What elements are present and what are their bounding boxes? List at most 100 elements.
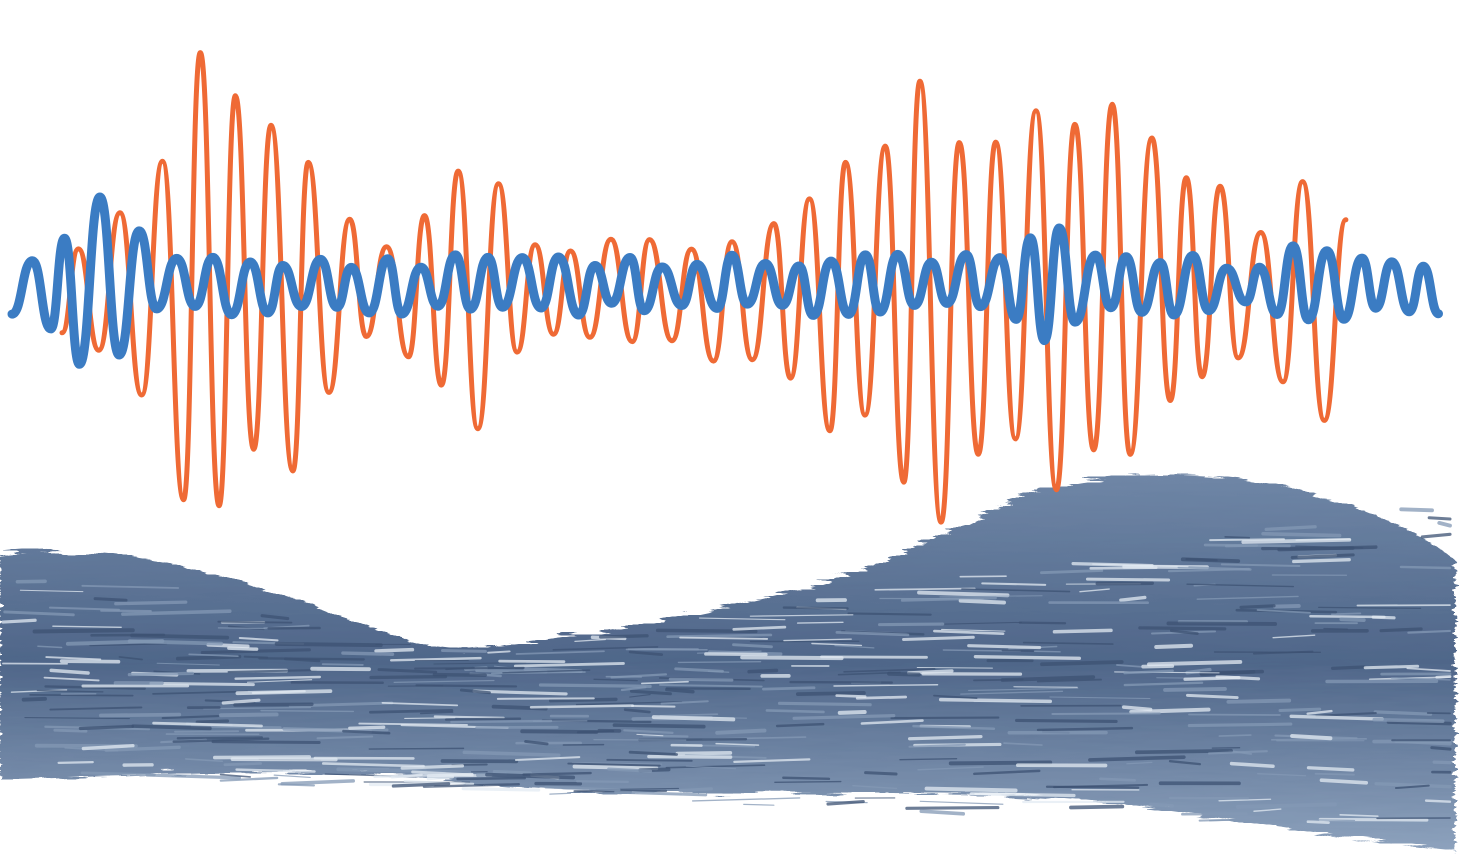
sea-streak xyxy=(1434,762,1450,763)
sea-streak xyxy=(1429,518,1450,519)
sea-streak xyxy=(798,622,843,623)
sea-streak xyxy=(649,757,731,758)
sea-streak xyxy=(1168,623,1275,624)
sea-streak xyxy=(443,651,486,652)
sea-streak xyxy=(82,773,154,775)
sea-streak xyxy=(488,651,510,652)
sea-streak xyxy=(417,685,516,686)
sea-streak xyxy=(1401,509,1432,510)
sea-streak xyxy=(1275,606,1299,607)
page: Waves illustration {} html, body { margi… xyxy=(0,0,1464,863)
sea-streak xyxy=(237,691,330,693)
sea-streak xyxy=(1091,568,1157,569)
sea-streak xyxy=(323,664,363,665)
sea-streak xyxy=(1002,650,1034,651)
sea-streak xyxy=(1279,547,1376,549)
sea-streak xyxy=(742,657,841,658)
sea-streak xyxy=(101,715,179,716)
sea-streak xyxy=(80,726,132,728)
sea-streak xyxy=(218,628,264,629)
sea-streak xyxy=(1226,545,1257,546)
sea-streak xyxy=(780,703,871,704)
sea-streak xyxy=(577,781,628,782)
sea-streak xyxy=(277,644,381,645)
sea-streak xyxy=(1333,667,1365,668)
sea-streak xyxy=(1124,707,1151,709)
sea-streak xyxy=(891,718,998,719)
sea-streak xyxy=(658,630,756,631)
sea-streak xyxy=(1143,666,1172,667)
sea-streak xyxy=(1156,646,1191,647)
sea-streak xyxy=(1151,804,1172,806)
sea-streak xyxy=(1225,537,1249,538)
sea-streak xyxy=(1189,724,1290,725)
sea-streak xyxy=(95,599,126,601)
sea-streak xyxy=(1332,613,1361,614)
sea-streak xyxy=(62,661,119,662)
sea-streak xyxy=(235,704,312,705)
sea-streak xyxy=(1439,523,1450,526)
sea-streak xyxy=(1263,534,1340,536)
sea-streak xyxy=(837,696,865,697)
sea-streak xyxy=(632,706,675,707)
sea-streak xyxy=(1052,713,1159,714)
sea-streak xyxy=(116,602,186,604)
sea-streak xyxy=(609,769,651,771)
sea-streak xyxy=(1054,630,1111,631)
sea-streak xyxy=(910,737,981,739)
sea-streak xyxy=(1140,628,1225,629)
sea-streak xyxy=(1437,676,1450,677)
sea-streak xyxy=(907,808,998,809)
sea-streak xyxy=(175,731,238,732)
sea-streak xyxy=(133,726,210,728)
sea-streak xyxy=(500,661,564,662)
sea-streak xyxy=(132,635,227,637)
sea-streak xyxy=(961,601,1004,603)
sea-streak xyxy=(259,658,363,659)
sea-streak xyxy=(59,762,93,763)
sea-streak xyxy=(1432,748,1450,750)
sea-streak xyxy=(971,794,1073,796)
sea-streak xyxy=(763,688,814,689)
sea-streak xyxy=(775,782,841,783)
sea-streak xyxy=(1087,579,1168,580)
sea-streak xyxy=(783,778,829,779)
sea-streak xyxy=(1219,735,1250,736)
sea-streak xyxy=(370,710,451,712)
sea-streak xyxy=(677,753,730,754)
sea-streak xyxy=(601,636,647,637)
sea-streak xyxy=(197,721,227,722)
sea-streak xyxy=(236,677,320,679)
sea-streak xyxy=(917,668,992,669)
sea-streak xyxy=(1185,678,1239,680)
sea-streak xyxy=(1381,629,1421,631)
sea-streak xyxy=(1035,651,1061,652)
sea-streak xyxy=(840,712,865,713)
sea-streak xyxy=(1292,736,1330,738)
sea-streak xyxy=(215,757,309,758)
sea-streak xyxy=(1017,720,1117,721)
sea-streak xyxy=(393,784,448,786)
sea-streak xyxy=(428,777,452,779)
sea-streak xyxy=(644,736,688,737)
sea-streak xyxy=(1401,567,1450,568)
sea-streak xyxy=(1365,666,1417,667)
sea-streak xyxy=(951,763,1051,764)
sea-streak xyxy=(24,699,45,700)
sea-streak xyxy=(1149,662,1240,664)
sea-streak xyxy=(798,693,864,694)
sea-streak xyxy=(1426,801,1450,802)
sea-streak xyxy=(607,760,691,761)
sea-streak xyxy=(1280,709,1320,710)
sea-streak xyxy=(681,789,712,791)
sea-streak xyxy=(218,622,291,623)
sea-streak xyxy=(784,608,848,609)
sea-streak xyxy=(151,683,253,684)
sea-streak xyxy=(551,699,616,700)
sea-streak xyxy=(1189,714,1280,715)
sea-streak xyxy=(229,648,257,649)
sea-streak xyxy=(849,613,931,614)
sea-streak xyxy=(402,766,462,768)
sea-streak xyxy=(667,690,693,692)
sea-streak xyxy=(1396,814,1450,815)
